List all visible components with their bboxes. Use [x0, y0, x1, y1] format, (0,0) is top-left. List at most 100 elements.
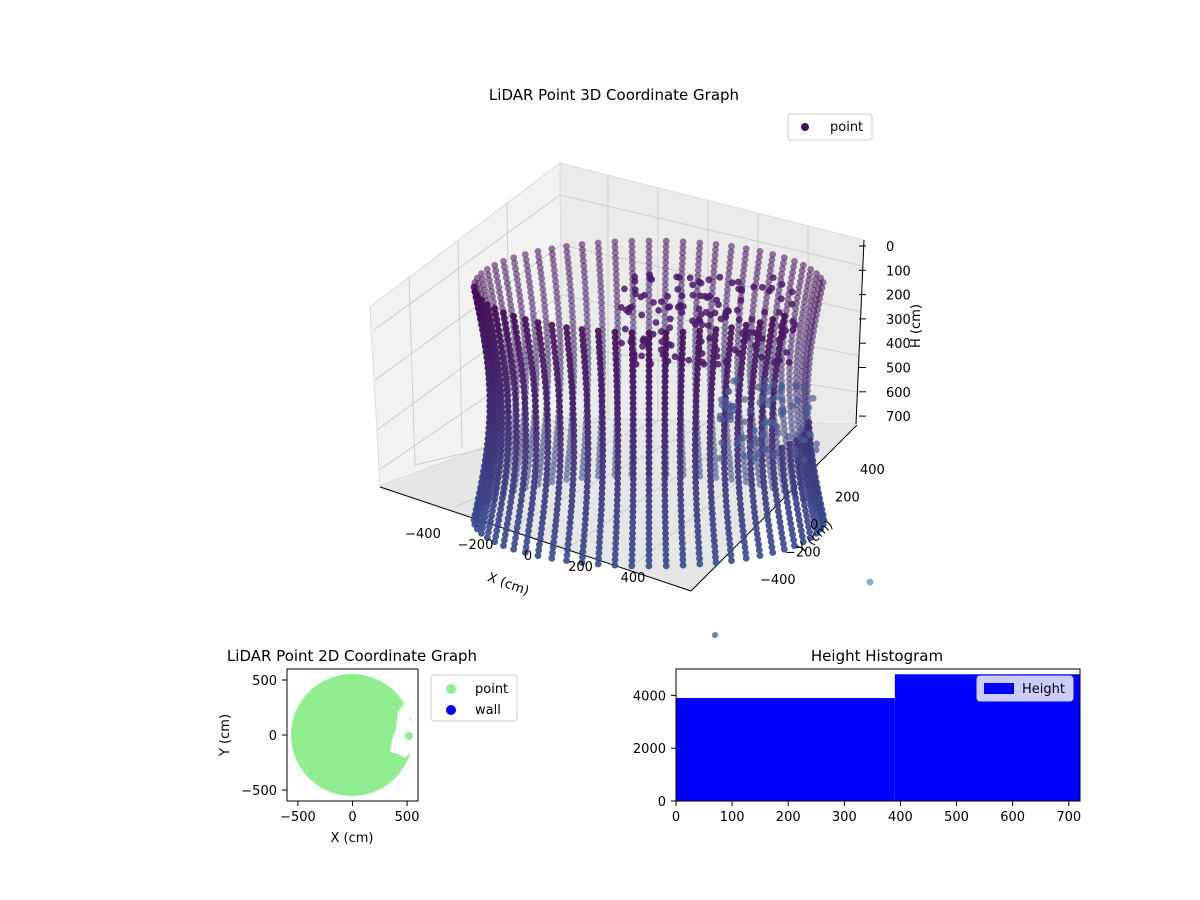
data-point	[628, 259, 636, 267]
data-point	[539, 514, 547, 521]
data-point	[746, 351, 754, 358]
data-point	[541, 378, 549, 386]
data-point	[661, 475, 669, 483]
data-point	[583, 391, 591, 398]
data-point	[516, 350, 524, 358]
data-point	[548, 554, 556, 562]
data-point	[711, 336, 719, 344]
data-point	[768, 432, 776, 439]
data-point	[712, 553, 719, 561]
data-point	[475, 494, 482, 502]
data-point	[630, 432, 637, 440]
data-point	[807, 266, 815, 273]
data-point	[706, 450, 714, 458]
data-point	[676, 431, 684, 439]
data-point	[598, 398, 606, 405]
data-point	[541, 498, 548, 505]
data-point	[725, 351, 733, 359]
data-point	[658, 346, 665, 354]
data-point	[629, 491, 637, 499]
data-point	[763, 511, 771, 518]
data-point	[700, 360, 708, 368]
data-point	[678, 534, 686, 542]
data-point	[612, 540, 620, 547]
data-point	[734, 306, 741, 314]
data-point	[661, 491, 669, 499]
data-point	[727, 551, 735, 559]
legend-marker-height	[984, 683, 1014, 694]
data-point	[677, 399, 684, 406]
data-point	[597, 288, 605, 296]
data-point	[541, 492, 549, 500]
data-point	[629, 529, 636, 537]
data-point	[481, 462, 488, 470]
data-point	[734, 457, 742, 465]
data-point	[762, 376, 770, 384]
data-point	[531, 473, 539, 481]
data-point	[796, 278, 804, 285]
data-point	[664, 292, 671, 300]
data-point	[614, 415, 622, 423]
data-point	[711, 542, 719, 550]
data-point	[795, 289, 802, 296]
grid-line	[504, 420, 711, 531]
data-point	[705, 276, 713, 284]
data-point	[563, 557, 570, 564]
data-point	[611, 238, 619, 246]
data-point	[762, 445, 770, 453]
data-point	[514, 518, 522, 526]
data-point	[739, 329, 746, 337]
data-point	[645, 416, 653, 424]
data-point	[584, 472, 591, 480]
data-point	[679, 545, 686, 553]
data-point	[510, 254, 518, 262]
data-point	[746, 407, 754, 415]
data-point	[662, 254, 670, 261]
data-point	[629, 481, 637, 488]
chart-3d-xtick-label: 400	[621, 571, 646, 586]
data-point	[706, 418, 714, 425]
data-point	[495, 469, 502, 476]
data-point	[737, 296, 745, 304]
data-point	[678, 265, 686, 273]
data-point	[775, 429, 782, 437]
data-point	[720, 351, 728, 359]
data-point	[579, 468, 586, 476]
data-point	[579, 336, 587, 344]
data-point	[695, 538, 702, 546]
data-point	[645, 459, 653, 467]
data-point	[492, 532, 500, 540]
data-point	[579, 548, 587, 556]
data-point	[513, 412, 520, 419]
data-point	[708, 300, 715, 308]
data-point	[677, 314, 684, 322]
data-point	[709, 515, 716, 523]
data-point	[521, 316, 529, 323]
data-point	[678, 372, 685, 379]
data-point	[803, 287, 810, 295]
data-point	[532, 457, 540, 464]
data-point	[694, 528, 702, 535]
data-point	[706, 461, 714, 469]
data-point	[798, 532, 806, 540]
data-point	[693, 387, 700, 394]
data-point	[529, 310, 537, 318]
data-point	[544, 345, 551, 353]
data-point	[501, 263, 508, 271]
data-point	[532, 451, 540, 459]
data-point	[595, 250, 603, 258]
data-point	[746, 452, 754, 460]
data-point	[487, 517, 494, 525]
data-point	[597, 511, 605, 519]
chart-3d-xtick-label: 200	[568, 560, 593, 575]
data-point	[751, 362, 758, 370]
data-point	[614, 404, 621, 412]
data-point	[485, 381, 493, 388]
data-point	[645, 557, 653, 564]
data-point	[676, 447, 684, 455]
data-point	[538, 346, 545, 354]
histogram-xtick-label: 600	[1000, 810, 1025, 825]
data-point	[704, 322, 712, 329]
data-point	[791, 310, 799, 318]
